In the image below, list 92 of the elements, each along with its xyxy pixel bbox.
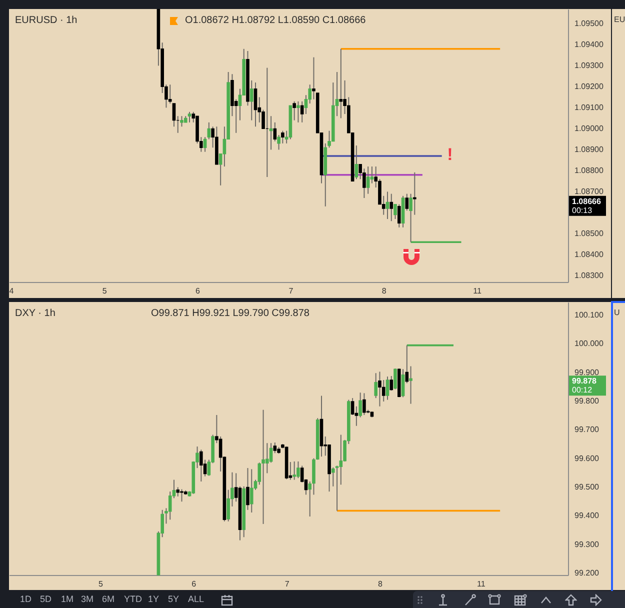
y-tick-label: 1.08300 xyxy=(574,271,604,280)
candlestick xyxy=(366,166,370,194)
candlestick xyxy=(401,368,405,398)
y-tick-label: 1.08400 xyxy=(574,250,604,260)
text: 6M xyxy=(102,594,115,605)
y-tick-label: 1.09200 xyxy=(574,82,604,92)
text: 3M xyxy=(81,594,94,605)
text: 00:13 xyxy=(572,206,593,215)
candlestick xyxy=(172,103,176,128)
candlestick xyxy=(378,371,382,407)
text: 1Y xyxy=(148,594,160,605)
x-tick-label: 8 xyxy=(382,286,387,296)
y-tick-label: 1.09400 xyxy=(574,40,604,50)
text: 1.08666 xyxy=(572,196,602,206)
annotation: ! xyxy=(447,145,453,164)
candlestick xyxy=(362,392,366,416)
candlestick xyxy=(390,375,394,392)
candlestick xyxy=(354,145,358,180)
y-tick-label: 99.500 xyxy=(574,482,600,492)
candlestick xyxy=(339,48,343,119)
candlestick xyxy=(292,460,296,480)
candlestick xyxy=(292,100,296,121)
x-tick-label: 5 xyxy=(98,580,104,588)
candlestick xyxy=(168,84,172,104)
candlestick xyxy=(296,460,300,479)
y-tick-label: 100.000 xyxy=(574,339,604,348)
y-tick-label: 99.700 xyxy=(574,425,600,434)
y-tick-label: 99.800 xyxy=(574,396,600,406)
text: 5D xyxy=(40,594,52,605)
candlestick xyxy=(180,488,184,502)
y-tick-label: 1.09100 xyxy=(574,103,604,112)
candlestick xyxy=(300,100,304,123)
candlestick xyxy=(339,434,343,486)
candlestick xyxy=(296,100,300,123)
candlestick xyxy=(409,366,412,404)
candlestick xyxy=(273,122,277,142)
y-tick-label: 1.08500 xyxy=(574,229,604,238)
text: YTD xyxy=(124,594,142,605)
candlestick xyxy=(207,122,211,140)
candlestick xyxy=(350,398,354,416)
candlestick xyxy=(203,136,207,152)
candlestick xyxy=(394,368,397,390)
candlestick xyxy=(250,468,254,513)
candlestick xyxy=(386,376,390,400)
candlestick xyxy=(386,191,390,220)
candlestick xyxy=(262,409,265,524)
text: 00:12 xyxy=(572,386,593,395)
text: 99.878 xyxy=(572,376,598,386)
x-tick-label: 6 xyxy=(196,286,201,296)
y-tick-label: 100.100 xyxy=(574,310,604,320)
text: 1D xyxy=(20,594,32,605)
candlestick xyxy=(397,204,401,228)
y-tick-label: 99.400 xyxy=(574,511,600,520)
y-tick-label: 1.08900 xyxy=(574,145,604,154)
x-tick-label: 4 xyxy=(9,286,14,296)
candlestick xyxy=(188,111,192,123)
y-tick-label: 1.09000 xyxy=(574,124,604,134)
text: 5Y xyxy=(168,594,180,605)
candlestick xyxy=(254,82,258,128)
x-tick-label: 11 xyxy=(477,580,486,588)
text: U xyxy=(614,308,620,318)
y-tick-label: 99.900 xyxy=(574,368,600,377)
y-tick-label: 99.300 xyxy=(574,540,600,549)
y-tick-label: 1.09300 xyxy=(574,61,604,70)
text: EU xyxy=(614,15,625,25)
y-tick-label: 1.08700 xyxy=(574,187,604,196)
x-tick-label: 5 xyxy=(102,286,108,296)
x-tick-label: 7 xyxy=(288,286,294,296)
text: ALL xyxy=(188,594,204,605)
y-tick-label: 1.08800 xyxy=(574,166,604,176)
text: EURUSD · 1h xyxy=(15,15,78,27)
candlestick xyxy=(390,193,394,222)
candlestick xyxy=(200,449,203,482)
candlestick xyxy=(273,442,277,454)
y-tick-label: 99.600 xyxy=(574,454,600,463)
y-tick-label: 1.09500 xyxy=(574,19,604,28)
candlestick xyxy=(250,80,254,121)
text: O1.08672 H1.08792 L1.08590 C1.08666 xyxy=(185,15,366,27)
candlestick xyxy=(269,442,273,464)
x-tick-label: 7 xyxy=(284,580,290,588)
x-tick-label: 8 xyxy=(378,580,383,588)
candlestick xyxy=(362,168,366,198)
candlestick xyxy=(312,56,316,100)
candlestick xyxy=(370,166,374,184)
text: O99.871 H99.921 L99.790 C99.878 xyxy=(151,308,310,320)
text: DXY · 1h xyxy=(15,308,56,320)
text: 1M xyxy=(61,594,74,605)
candlestick xyxy=(405,193,409,212)
y-tick-label: 99.200 xyxy=(574,568,600,578)
x-tick-label: 6 xyxy=(192,580,197,588)
x-tick-label: 11 xyxy=(473,286,482,296)
candlestick xyxy=(382,380,386,402)
